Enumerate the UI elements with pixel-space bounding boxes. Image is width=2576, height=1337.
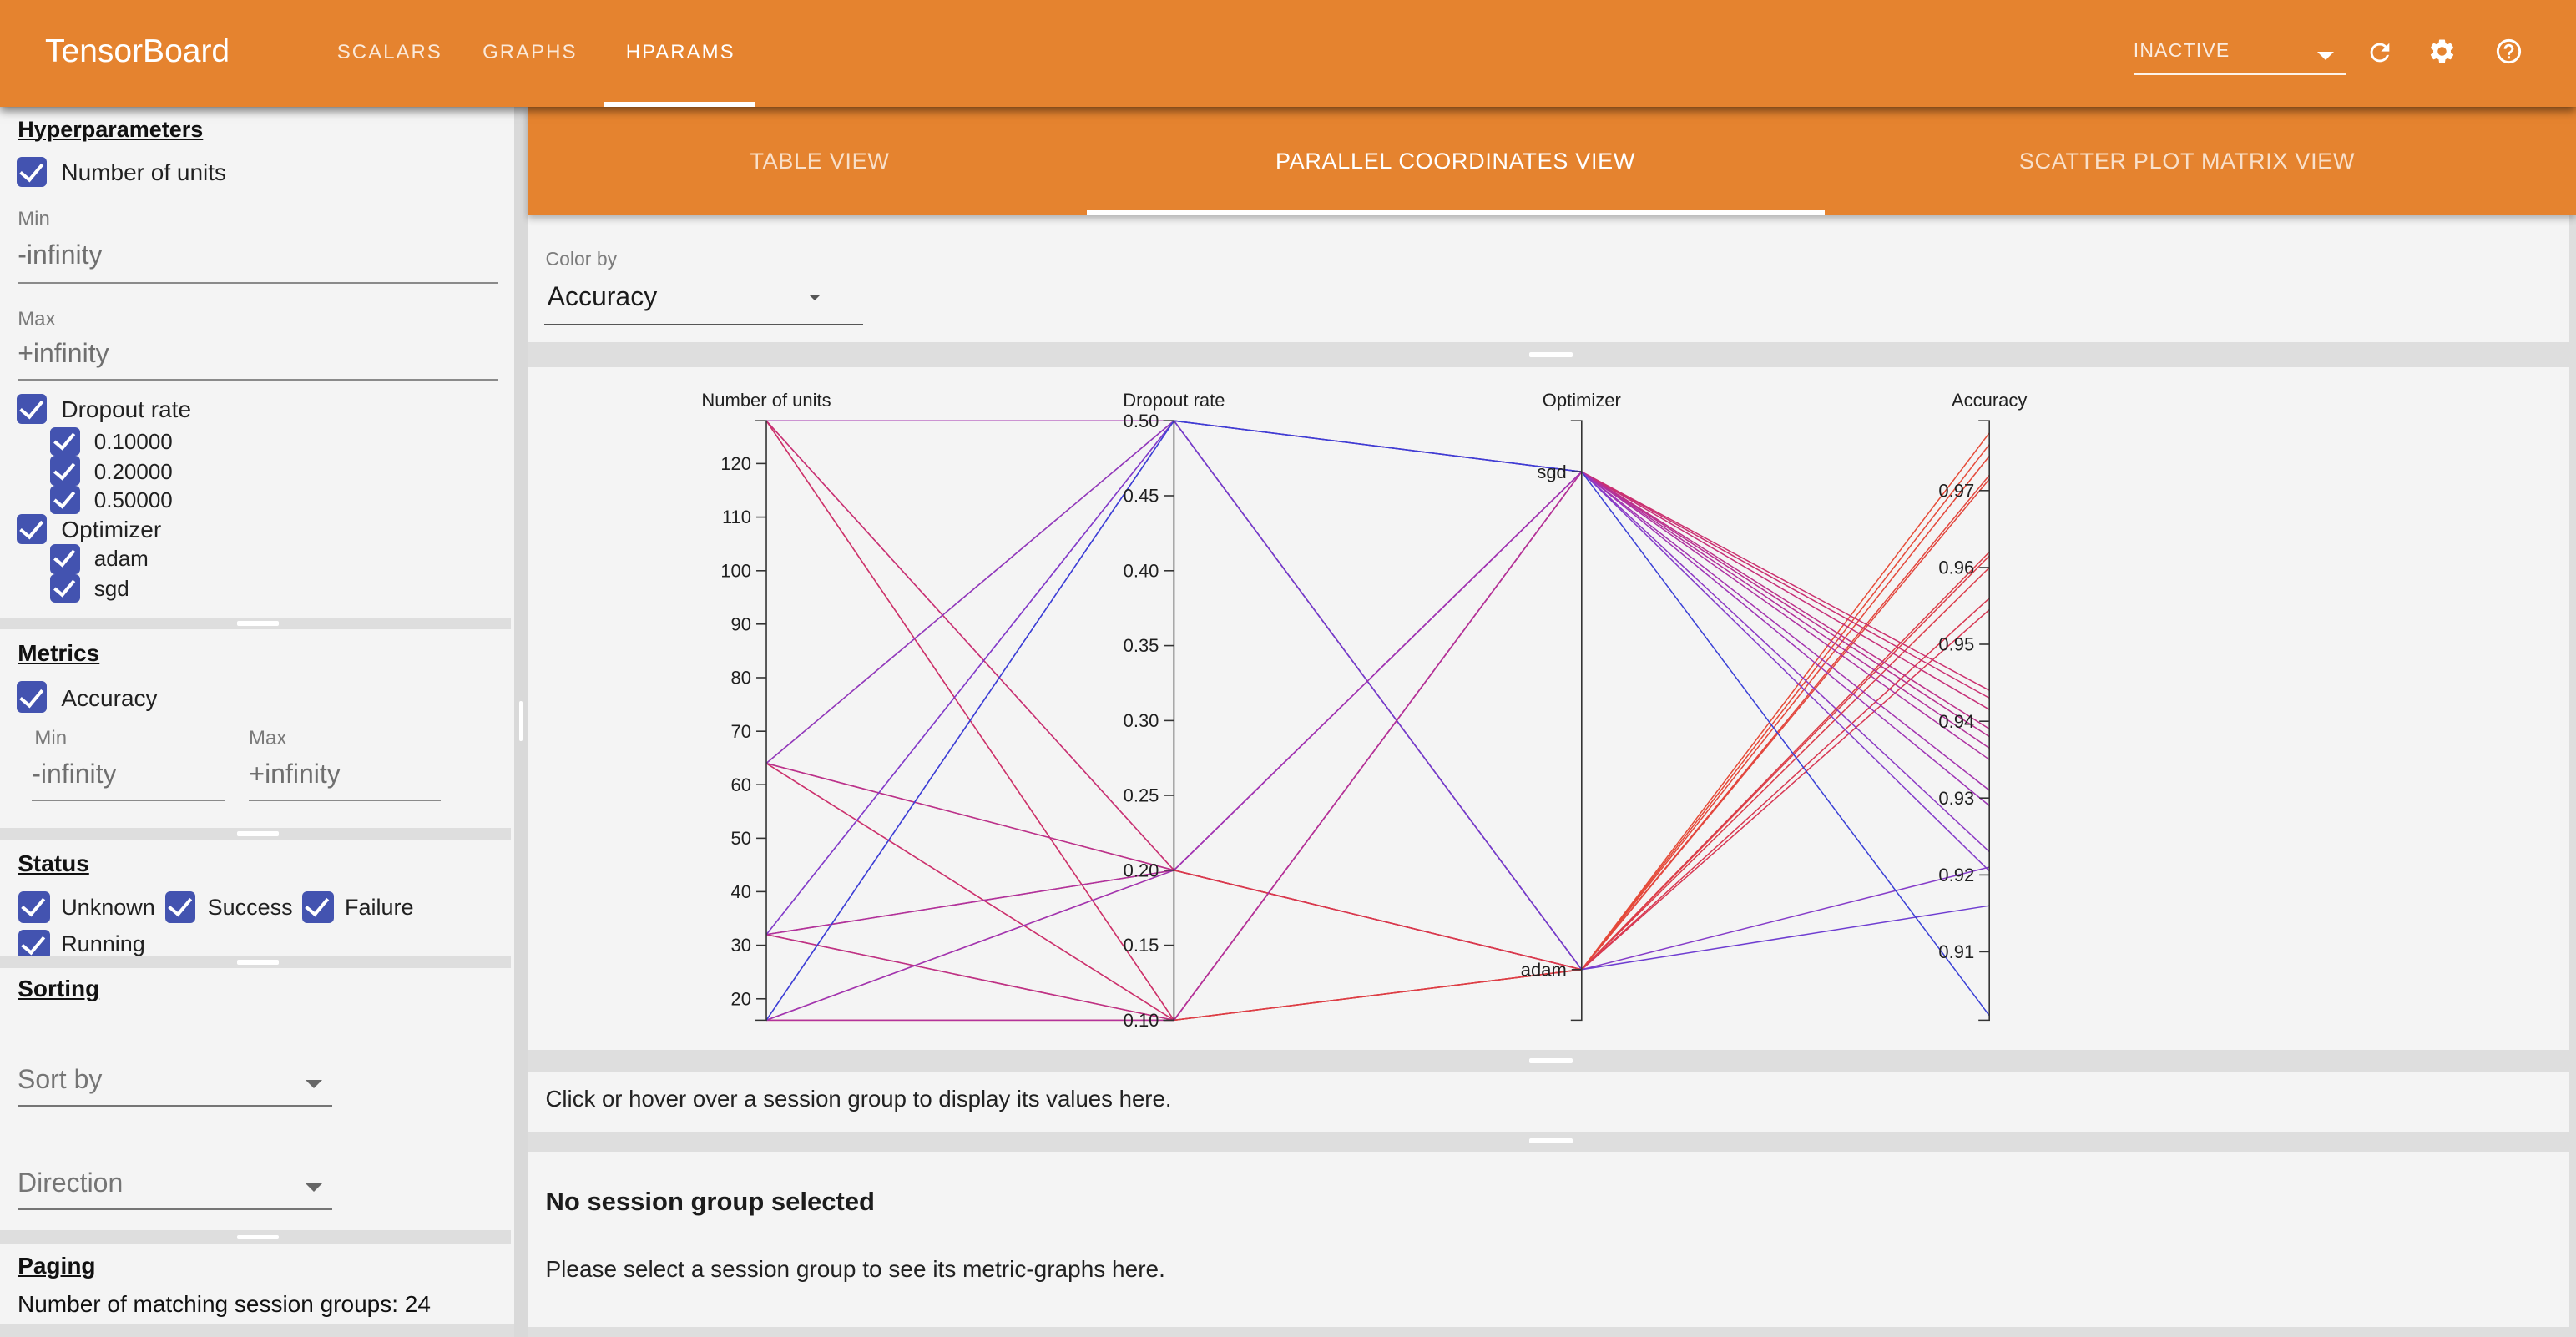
svg-text:0.30: 0.30	[1124, 709, 1159, 730]
svg-text:0.95: 0.95	[1938, 633, 1974, 654]
svg-text:0.20: 0.20	[1124, 860, 1159, 880]
svg-text:0.15: 0.15	[1124, 934, 1159, 955]
svg-text:0.91: 0.91	[1938, 941, 1974, 961]
svg-text:40: 40	[731, 880, 751, 901]
svg-text:sgd: sgd	[1537, 461, 1566, 482]
svg-text:Accuracy: Accuracy	[1952, 389, 2027, 410]
svg-text:110: 110	[722, 506, 751, 527]
svg-text:120: 120	[720, 452, 751, 473]
svg-text:30: 30	[731, 934, 751, 955]
svg-text:0.92: 0.92	[1938, 864, 1974, 885]
svg-text:Number of units: Number of units	[701, 389, 831, 410]
svg-text:0.93: 0.93	[1938, 787, 1974, 808]
svg-text:0.97: 0.97	[1938, 480, 1974, 501]
svg-text:20: 20	[731, 988, 751, 1009]
svg-text:0.50: 0.50	[1124, 410, 1159, 431]
svg-text:60: 60	[731, 774, 751, 795]
svg-text:0.40: 0.40	[1124, 560, 1159, 581]
svg-text:0.94: 0.94	[1938, 710, 1974, 731]
svg-text:0.25: 0.25	[1124, 785, 1159, 805]
svg-text:70: 70	[731, 720, 751, 741]
svg-text:100: 100	[720, 560, 751, 581]
svg-text:adam: adam	[1521, 959, 1567, 980]
svg-text:Dropout rate: Dropout rate	[1123, 389, 1225, 410]
svg-text:0.45: 0.45	[1124, 485, 1159, 506]
svg-text:50: 50	[731, 827, 751, 848]
svg-text:90: 90	[731, 613, 751, 634]
svg-text:0.96: 0.96	[1938, 557, 1974, 578]
svg-text:80: 80	[731, 667, 751, 688]
svg-text:Optimizer: Optimizer	[1543, 389, 1621, 410]
svg-text:0.10: 0.10	[1124, 1009, 1159, 1030]
svg-text:0.35: 0.35	[1124, 634, 1159, 655]
